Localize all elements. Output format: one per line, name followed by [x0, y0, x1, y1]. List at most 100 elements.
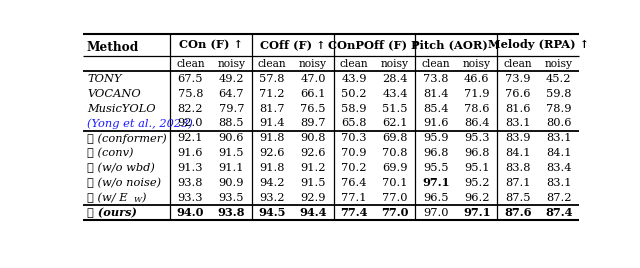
Text: 65.8: 65.8: [341, 118, 367, 128]
Text: 95.5: 95.5: [423, 163, 449, 173]
Text: 83.9: 83.9: [505, 133, 531, 143]
Text: TONY: TONY: [87, 74, 122, 84]
Text: ℳ (w/o wbd): ℳ (w/o wbd): [87, 163, 155, 173]
Text: noisy: noisy: [299, 58, 327, 69]
Text: 76.4: 76.4: [341, 178, 367, 188]
Text: 94.2: 94.2: [259, 178, 285, 188]
Text: 43.9: 43.9: [341, 74, 367, 84]
Text: 51.5: 51.5: [382, 104, 408, 114]
Text: 94.0: 94.0: [177, 207, 204, 218]
Text: 83.1: 83.1: [546, 133, 572, 143]
Text: clean: clean: [258, 58, 287, 69]
Text: VOCANO: VOCANO: [87, 89, 141, 99]
Text: 92.0: 92.0: [178, 118, 203, 128]
Text: Pitch (AOR) ↑: Pitch (AOR) ↑: [411, 39, 502, 50]
Text: 96.5: 96.5: [423, 193, 449, 203]
Text: noisy: noisy: [381, 58, 409, 69]
Text: 84.1: 84.1: [546, 148, 572, 158]
Text: 75.8: 75.8: [178, 89, 203, 99]
Text: clean: clean: [422, 58, 450, 69]
Text: COnPOff (F) ↑: COnPOff (F) ↑: [328, 39, 421, 50]
Text: 97.0: 97.0: [423, 208, 449, 218]
Text: 96.8: 96.8: [464, 148, 490, 158]
Text: 97.1: 97.1: [463, 207, 491, 218]
Text: 95.3: 95.3: [464, 133, 490, 143]
Text: 70.8: 70.8: [382, 148, 408, 158]
Text: 66.1: 66.1: [300, 89, 326, 99]
Text: 47.0: 47.0: [300, 74, 326, 84]
Text: 90.6: 90.6: [218, 133, 244, 143]
Text: 76.5: 76.5: [300, 104, 326, 114]
Text: 59.8: 59.8: [546, 89, 572, 99]
Text: COn (F) ↑: COn (F) ↑: [179, 39, 243, 50]
Text: 64.7: 64.7: [218, 89, 244, 99]
Text: 91.5: 91.5: [300, 178, 326, 188]
Text: 57.8: 57.8: [259, 74, 285, 84]
Text: 78.6: 78.6: [464, 104, 490, 114]
Text: 93.8: 93.8: [218, 207, 245, 218]
Text: Melody (RPA) ↑: Melody (RPA) ↑: [488, 39, 589, 50]
Text: 97.1: 97.1: [422, 177, 450, 188]
Text: (Yong et al., 2023): (Yong et al., 2023): [87, 118, 193, 129]
Text: ℳ (ours): ℳ (ours): [87, 207, 137, 218]
Text: 93.2: 93.2: [259, 193, 285, 203]
Text: Method: Method: [87, 41, 140, 54]
Text: 93.3: 93.3: [178, 193, 203, 203]
Text: 83.8: 83.8: [505, 163, 531, 173]
Text: 87.4: 87.4: [545, 207, 572, 218]
Text: 87.6: 87.6: [504, 207, 531, 218]
Text: 88.5: 88.5: [218, 118, 244, 128]
Text: 67.5: 67.5: [178, 74, 203, 84]
Text: 96.2: 96.2: [464, 193, 490, 203]
Text: 94.4: 94.4: [300, 207, 327, 218]
Text: 77.0: 77.0: [382, 193, 408, 203]
Text: clean: clean: [504, 58, 532, 69]
Text: 46.6: 46.6: [464, 74, 490, 84]
Text: 82.2: 82.2: [178, 104, 203, 114]
Text: noisy: noisy: [463, 58, 491, 69]
Text: 70.3: 70.3: [341, 133, 367, 143]
Text: W: W: [134, 196, 141, 204]
Text: 93.5: 93.5: [218, 193, 244, 203]
Text: 81.6: 81.6: [505, 104, 531, 114]
Text: 90.8: 90.8: [300, 133, 326, 143]
Text: 43.4: 43.4: [382, 89, 408, 99]
Text: 81.4: 81.4: [423, 89, 449, 99]
Text: 95.9: 95.9: [423, 133, 449, 143]
Text: noisy: noisy: [545, 58, 573, 69]
Text: 28.4: 28.4: [382, 74, 408, 84]
Text: 91.8: 91.8: [259, 163, 285, 173]
Text: 50.2: 50.2: [341, 89, 367, 99]
Text: 91.5: 91.5: [218, 148, 244, 158]
Text: 96.8: 96.8: [423, 148, 449, 158]
Text: ): ): [141, 193, 145, 203]
Text: 91.8: 91.8: [259, 133, 285, 143]
Text: 69.9: 69.9: [382, 163, 408, 173]
Text: 83.1: 83.1: [505, 118, 531, 128]
Text: 73.9: 73.9: [505, 74, 531, 84]
Text: 79.7: 79.7: [218, 104, 244, 114]
Text: 95.1: 95.1: [464, 163, 490, 173]
Text: 49.2: 49.2: [218, 74, 244, 84]
Text: 91.6: 91.6: [178, 148, 203, 158]
Text: 93.8: 93.8: [178, 178, 203, 188]
Text: noisy: noisy: [218, 58, 245, 69]
Text: ℳ (conv): ℳ (conv): [87, 148, 134, 158]
Text: clean: clean: [176, 58, 205, 69]
Text: 45.2: 45.2: [546, 74, 572, 84]
Text: 94.5: 94.5: [259, 207, 286, 218]
Text: 91.4: 91.4: [259, 118, 285, 128]
Text: ℳ (conformer): ℳ (conformer): [87, 133, 167, 144]
Text: 70.9: 70.9: [341, 148, 367, 158]
Text: 85.4: 85.4: [423, 104, 449, 114]
Text: 77.1: 77.1: [341, 193, 367, 203]
Text: COff (F) ↑: COff (F) ↑: [260, 39, 326, 50]
Text: 92.1: 92.1: [178, 133, 203, 143]
Text: 58.9: 58.9: [341, 104, 367, 114]
Text: 87.1: 87.1: [505, 178, 531, 188]
Text: 71.9: 71.9: [464, 89, 490, 99]
Text: 62.1: 62.1: [382, 118, 408, 128]
Text: 86.4: 86.4: [464, 118, 490, 128]
Text: 73.8: 73.8: [423, 74, 449, 84]
Text: 91.1: 91.1: [218, 163, 244, 173]
